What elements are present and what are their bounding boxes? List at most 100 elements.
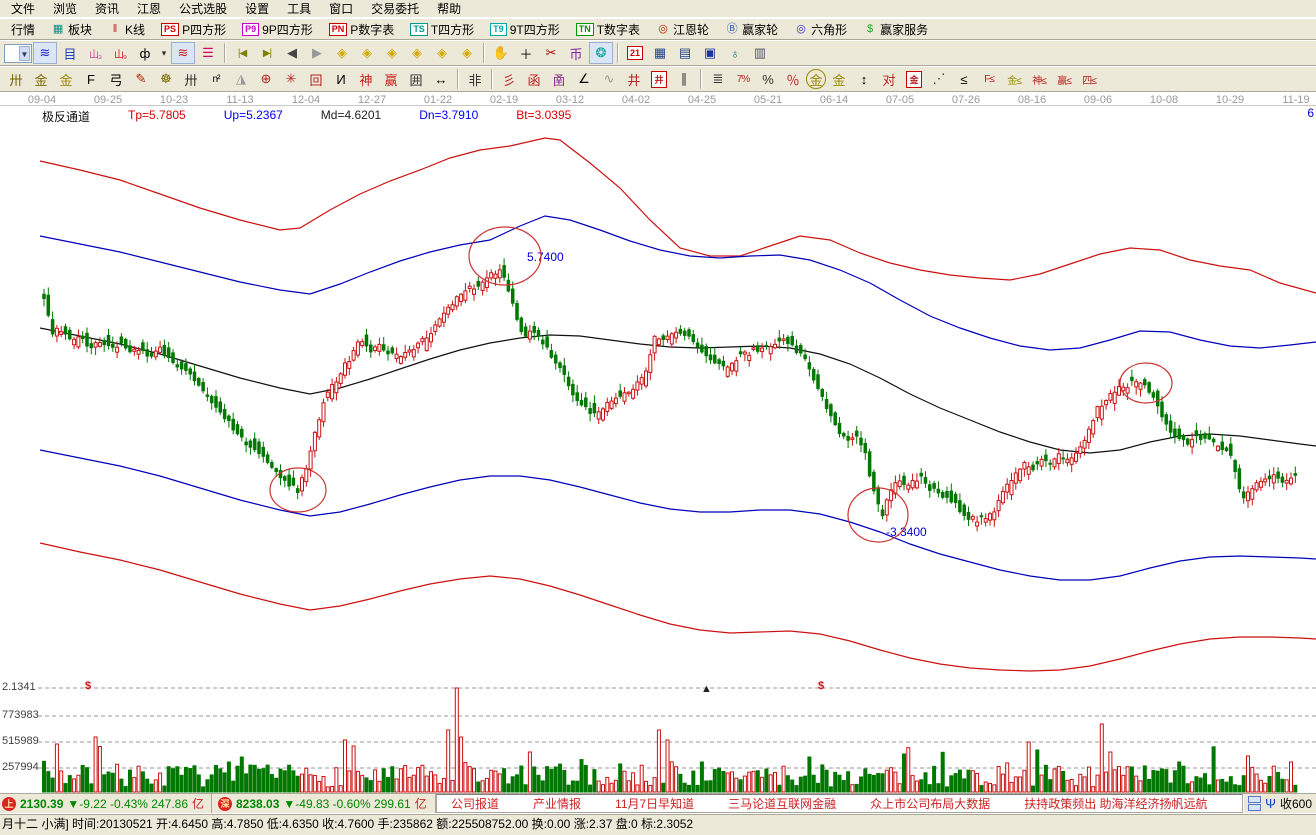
save-icon[interactable]: ▣ <box>698 42 722 64</box>
measure-icon[interactable]: ↔ <box>429 68 453 90</box>
ruler-icon[interactable]: 卅 <box>4 68 28 90</box>
trend-win-icon[interactable]: 赢≤ <box>1052 68 1076 90</box>
gann-expand-icon[interactable]: ◈ <box>380 42 404 64</box>
toolbar-quotes-button[interactable]: 行情 <box>4 20 42 39</box>
toolbar-p9-square-button[interactable]: P9 9P四方形 <box>235 20 320 39</box>
angle-lines-icon[interactable]: ∠ <box>572 68 596 90</box>
gold-lines-icon[interactable]: 金 <box>827 68 851 90</box>
brain-icon[interactable]: ❂ <box>589 42 613 64</box>
trend-shen-icon[interactable]: 神≤ <box>1027 68 1051 90</box>
crosshair-icon[interactable]: ＋ <box>514 42 538 64</box>
remote-pc-icon[interactable]: ▥ <box>748 42 772 64</box>
news-item-2[interactable]: 11月7日早知道 <box>615 797 695 811</box>
toolbar-kline-button[interactable]: ǁ K线 <box>101 20 152 39</box>
gann-star-icon[interactable]: ◈ <box>430 42 454 64</box>
toolbar-winner-service-button[interactable]: $ 赢家服务 <box>856 20 935 39</box>
news-item-3[interactable]: 三马论道互联网金融 <box>728 797 837 811</box>
menu-item-0[interactable]: 文件 <box>11 2 36 16</box>
fib-time-icon[interactable]: F <box>79 68 103 90</box>
sh-index-panel[interactable]: 上 2130.39 ▼-9.22 -0.43% 247.86 亿 <box>0 794 212 813</box>
volume-profile-icon[interactable]: ☰ <box>196 42 220 64</box>
gann-compress-icon[interactable]: ◈ <box>405 42 429 64</box>
toolbar-t-table-button[interactable]: TN T数字表 <box>569 20 647 39</box>
trend-four-icon[interactable]: 四≤ <box>1077 68 1101 90</box>
menu-item-1[interactable]: 浏览 <box>53 2 78 16</box>
menu-item-7[interactable]: 窗口 <box>329 2 354 16</box>
menu-item-8[interactable]: 交易委托 <box>371 2 420 16</box>
overlay-icon[interactable]: ≋ <box>33 42 57 64</box>
last-page-icon[interactable]: ▶| <box>255 42 279 64</box>
gann-left-icon[interactable]: ◈ <box>330 42 354 64</box>
ticker-scroll-control[interactable] <box>1248 796 1262 811</box>
chart-canvas[interactable]: 09-04 09-25 10-23 11-13 12-04 12-27 01-22 02-19… <box>0 92 1316 793</box>
news-item-4[interactable]: 众上市公司布局大数据 <box>870 797 991 811</box>
red-grid-icon[interactable]: 井 <box>622 68 646 90</box>
toolbar-t-square-button[interactable]: TS T四方形 <box>403 20 481 39</box>
web-icon[interactable]: ♁ <box>723 42 747 64</box>
news-item-1[interactable]: 产业情报 <box>533 797 582 811</box>
mark-icon[interactable]: 币 <box>564 42 588 64</box>
menu-item-4[interactable]: 公式选股 <box>179 2 228 16</box>
fan-box-icon[interactable]: 函 <box>522 68 546 90</box>
square-n2-icon[interactable]: n² <box>204 68 228 90</box>
toolbar-gann-wheel-button[interactable]: ◎ 江恩轮 <box>649 20 716 39</box>
menu-item-9[interactable]: 帮助 <box>437 2 462 16</box>
time-wheel-icon[interactable]: ☸ <box>154 68 178 90</box>
toolbar-blocks-button[interactable]: ▦ 板块 <box>44 20 99 39</box>
menu-item-5[interactable]: 设置 <box>245 2 270 16</box>
chevron-down-icon[interactable]: ▼ <box>19 45 30 61</box>
fan-square-icon[interactable]: 圅 <box>547 68 571 90</box>
gann-box-icon[interactable]: 回 <box>304 68 328 90</box>
pair-tool-icon[interactable]: 对 <box>877 68 901 90</box>
gold-circle-icon[interactable]: 金 <box>806 69 826 89</box>
bars-3-icon[interactable]: 山₃ <box>83 42 107 64</box>
trend-f-icon[interactable]: F≤ <box>977 68 1001 90</box>
candlestick-chart[interactable]: 5.7400 -3.3400 $ $ ▲ <box>0 92 1316 793</box>
wave-lines-icon[interactable]: ∿ <box>597 68 621 90</box>
draw-pencil-icon[interactable]: ✎ <box>129 68 153 90</box>
percent-7-icon[interactable]: 7% <box>731 68 755 90</box>
prev-icon[interactable]: ◀ <box>280 42 304 64</box>
candle-style-drop-icon[interactable]: ▾ <box>158 42 170 64</box>
gann-cross-icon[interactable]: ◈ <box>455 42 479 64</box>
target-icon[interactable]: ⊕ <box>254 68 278 90</box>
gold-section-icon[interactable]: 金 <box>54 68 78 90</box>
menu-item-2[interactable]: 资讯 <box>95 2 120 16</box>
split-view-icon[interactable]: 非 <box>463 68 487 90</box>
trend-gold-icon[interactable]: 金≤ <box>1002 68 1026 90</box>
wave-red-icon[interactable]: ≋ <box>171 42 195 64</box>
angle-fan-icon[interactable]: ◮ <box>229 68 253 90</box>
price-grid-icon[interactable]: 囲 <box>404 68 428 90</box>
parallel-lines-icon[interactable]: ∥ <box>672 68 696 90</box>
shen-tool-icon[interactable]: 神 <box>354 68 378 90</box>
news-item-0[interactable]: 公司报道 <box>451 797 500 811</box>
hand-icon[interactable]: ✋ <box>489 42 513 64</box>
news-item-5[interactable]: 扶持政策频出 助海洋经济扬帆远航 <box>1024 797 1208 811</box>
calculator-icon[interactable]: ▦ <box>648 42 672 64</box>
first-page-icon[interactable]: |◀ <box>230 42 254 64</box>
updown-icon[interactable]: ↕ <box>852 68 876 90</box>
toolbar-winner-wheel-button[interactable]: Ⓑ 赢家轮 <box>718 20 785 39</box>
ray-lines-icon[interactable]: ⋰ <box>927 68 951 90</box>
candle-style-icon[interactable]: ф <box>133 42 157 64</box>
win-tool-icon[interactable]: 赢 <box>379 68 403 90</box>
percent-icon[interactable]: % <box>756 68 780 90</box>
menu-item-3[interactable]: 江恩 <box>137 2 162 16</box>
grid-icon[interactable]: 卅 <box>179 68 203 90</box>
star-rays-icon[interactable]: ✳ <box>279 68 303 90</box>
trend-plain-icon[interactable]: ≤ <box>952 68 976 90</box>
next-icon[interactable]: ▶ <box>305 42 329 64</box>
cut-icon[interactable]: ✂ <box>539 42 563 64</box>
toolbar-t9-square-button[interactable]: T9 9T四方形 <box>483 20 567 39</box>
percent-lines-icon[interactable]: ％ <box>781 68 805 90</box>
red-grid-box-icon[interactable]: 井 <box>647 68 671 90</box>
toolbar-p-table-button[interactable]: PN P数字表 <box>322 20 402 39</box>
bars-9-icon[interactable]: 山₉ <box>108 42 132 64</box>
symbol-combo[interactable]: ▼ <box>4 43 32 63</box>
scale-lines-icon[interactable]: ≣ <box>706 68 730 90</box>
sz-index-panel[interactable]: 深 8238.03 ▼-49.83 -0.60% 299.61 亿 <box>212 794 436 813</box>
fan-lines-icon[interactable]: 彡 <box>497 68 521 90</box>
gann-right-icon[interactable]: ◈ <box>355 42 379 64</box>
menu-item-6[interactable]: 工具 <box>287 2 312 16</box>
toolbar-hexagon-button[interactable]: ◎ 六角形 <box>787 20 854 39</box>
